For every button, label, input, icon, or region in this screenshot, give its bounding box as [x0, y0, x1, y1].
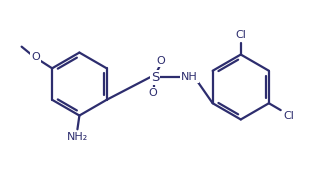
Text: S: S: [151, 71, 159, 84]
Text: Cl: Cl: [235, 30, 246, 40]
Text: O: O: [31, 53, 40, 62]
Text: O: O: [157, 56, 165, 66]
Text: NH: NH: [181, 72, 198, 82]
Text: O: O: [149, 88, 157, 98]
Text: NH₂: NH₂: [67, 132, 88, 142]
Text: Cl: Cl: [283, 111, 294, 121]
